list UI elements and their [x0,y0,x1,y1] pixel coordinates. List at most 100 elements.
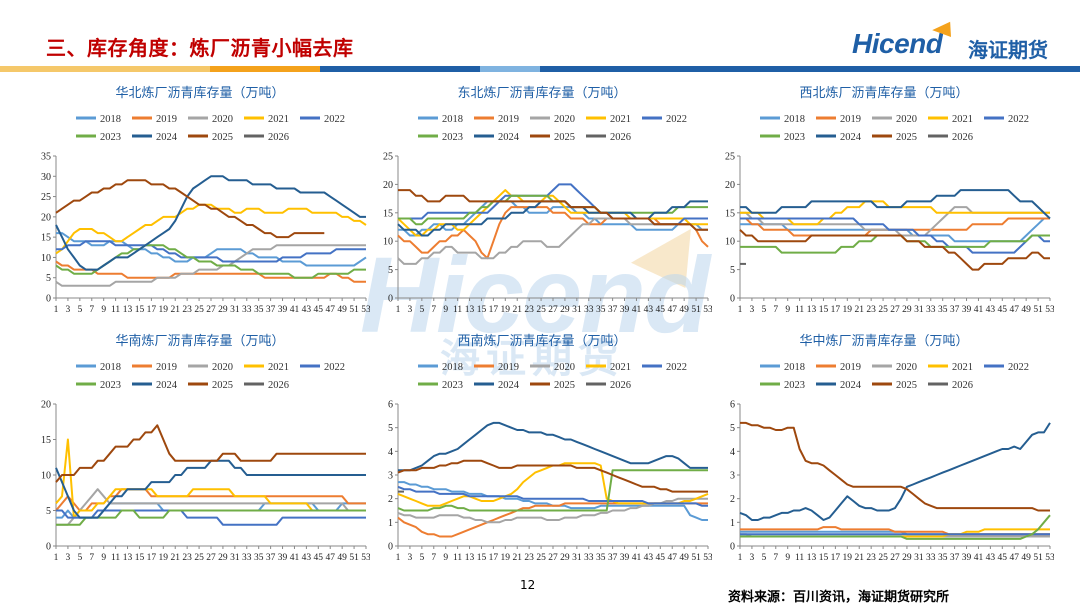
legend-label: 2023 [784,380,805,391]
legend: 2018 2019 2020 2021 2022 2023 2024 2025 2026 [418,114,687,143]
legend-label: 2020 [896,362,917,373]
x-tick-label: 21 [512,553,522,563]
legend: 2018 2019 2020 2021 2022 2023 2024 2025 2026 [418,362,687,391]
legend-label: 2019 [156,362,177,373]
x-tick-label: 49 [679,305,689,315]
y-tick-label: 1 [730,518,735,529]
x-tick-label: 5 [419,553,424,563]
legend-item-2019: 2019 [816,362,861,373]
x-tick-label: 31 [572,553,582,563]
x-tick-label: 9 [785,553,790,563]
series-line-2025 [397,459,708,493]
x-tick-label: 53 [361,553,370,563]
x-tick-label: 35 [254,305,264,315]
x-tick-label: 41 [974,553,984,563]
x-tick-label: 21 [854,305,864,315]
series-line-2024 [55,175,366,271]
y-tick-label: 6 [388,400,393,411]
x-tick-label: 17 [489,305,499,315]
y-tick-label: 0 [730,542,735,553]
legend-item-2022: 2022 [984,114,1029,125]
x-tick-label: 11 [111,553,120,563]
x-tick-label: 47 [667,553,677,563]
x-tick-label: 15 [819,305,829,315]
x-tick-label: 5 [77,305,82,315]
legend-item-2018: 2018 [76,114,121,125]
y-tick-label: 0 [388,542,393,553]
y-tick-label: 20 [725,180,735,191]
legend-label: 2019 [156,114,177,125]
x-tick-label: 29 [902,305,912,315]
legend-item-2023: 2023 [760,380,805,391]
x-tick-label: 5 [77,553,82,563]
x-tick-label: 29 [560,305,570,315]
x-tick-label: 7 [773,305,778,315]
x-tick-label: 41 [290,305,300,315]
legend-label: 2021 [952,114,973,125]
x-tick-label: 31 [914,553,924,563]
y-tick-label: 15 [41,233,51,244]
x-tick-label: 7 [431,305,436,315]
y-tick-label: 0 [46,542,51,553]
x-tick-label: 25 [536,553,546,563]
legend-label: 2024 [498,380,520,391]
series-line-2024 [398,421,708,472]
legend-item-2026: 2026 [928,380,973,391]
legend-item-2021: 2021 [586,114,631,125]
x-tick-label: 5 [761,305,766,315]
x-tick-label: 33 [926,553,936,563]
y-tick-label: 2 [730,494,735,505]
series-line-2023 [397,469,708,512]
band-segment-2 [210,66,320,72]
legend-item-2025: 2025 [872,380,917,391]
x-tick-label: 25 [194,305,204,315]
chart-4: 华南炼厂沥青库存量（万吨） 2018 2019 2020 2021 2022 2023 202… [30,330,370,570]
y-tick-label: 5 [46,506,51,517]
x-tick-label: 19 [159,305,169,315]
x-tick-label: 19 [843,305,853,315]
x-tick-label: 3 [408,553,413,563]
legend-item-2025: 2025 [530,380,575,391]
x-tick-label: 49 [1021,305,1031,315]
x-tick-label: 41 [290,553,300,563]
x-tick-label: 45 [314,553,324,563]
legend-item-2024: 2024 [816,132,862,143]
x-tick-label: 31 [914,305,924,315]
x-tick-label: 29 [218,305,228,315]
y-tick-label: 35 [41,152,51,163]
y-tick-label: 15 [383,208,393,219]
legend-label: 2018 [100,114,121,125]
legend-label: 2021 [268,362,289,373]
legend-label: 2022 [324,362,345,373]
x-tick-label: 51 [691,305,701,315]
x-tick-label: 25 [536,305,546,315]
x-tick-label: 43 [302,305,312,315]
y-tick-label: 15 [725,208,735,219]
series-line-2022 [740,217,1050,254]
legend-label: 2022 [324,114,345,125]
x-tick-label: 1 [396,553,401,563]
legend-item-2021: 2021 [928,362,973,373]
x-tick-label: 11 [453,305,462,315]
x-tick-label: 15 [135,553,145,563]
x-tick-label: 39 [620,305,630,315]
chart-3: 西北炼厂沥青库存量（万吨） 2018 2019 2020 2021 2022 2023 202… [714,82,1054,322]
x-tick-label: 29 [902,553,912,563]
x-tick-label: 1 [54,553,59,563]
x-tick-label: 1 [738,553,743,563]
series-line-2025 [55,424,366,483]
legend-item-2023: 2023 [418,380,463,391]
legend-item-2022: 2022 [300,362,345,373]
legend-item-2024: 2024 [474,132,520,143]
y-tick-label: 25 [41,192,51,203]
y-tick-label: 0 [730,294,735,305]
legend-label: 2026 [952,132,973,143]
band-segment-1 [0,66,210,72]
x-tick-label: 13 [123,553,133,563]
y-tick-label: 5 [730,265,735,276]
x-tick-label: 3 [750,553,755,563]
x-tick-label: 49 [337,305,347,315]
